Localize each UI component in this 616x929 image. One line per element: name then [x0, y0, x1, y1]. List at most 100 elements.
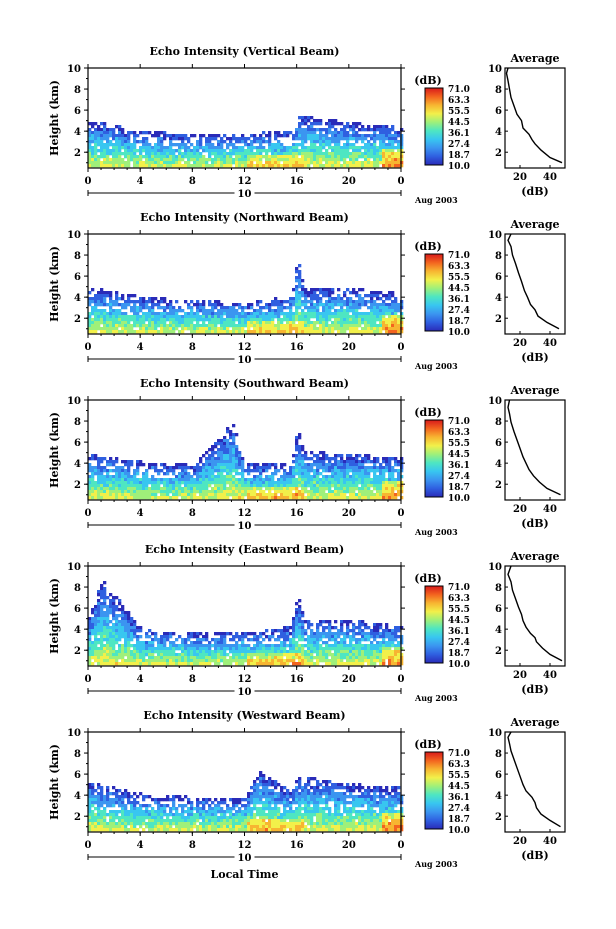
colorbar-tick-label: 71.0	[448, 749, 470, 759]
x-tick-label: 20	[342, 342, 356, 353]
average-profile-line	[507, 731, 561, 828]
panel-1: Echo Intensity (Northward Beam) 10 8 6 4 2 Hei…	[48, 211, 566, 371]
x-tick-label: 8	[189, 176, 196, 187]
y-tick-label: 4	[74, 459, 81, 470]
y-axis-label: Height (km)	[48, 246, 61, 322]
y-axis-label: Height (km)	[48, 412, 61, 488]
x-tick-label: 0	[85, 342, 92, 353]
x-tick-label: 8	[189, 342, 196, 353]
x-tick-label: 0	[398, 674, 405, 685]
average-x-tick-label: 40	[543, 172, 557, 183]
average-profile: Average 10 8 6 4 2 20 40 (dB)	[488, 716, 566, 862]
average-y-tick-label: 10	[488, 728, 502, 739]
y-tick-label: 10	[67, 230, 81, 241]
average-y-tick-label: 8	[495, 417, 502, 428]
y-tick-label: 4	[74, 625, 81, 636]
colorbar-tick-label: 27.4	[448, 140, 470, 150]
colorbar-tick-label: 44.5	[448, 782, 470, 792]
colorbar-tick-label: 27.4	[448, 472, 470, 482]
day-label: 10	[238, 853, 252, 864]
colorbar-tick-label: 36.1	[448, 793, 470, 803]
x-tick-label: 20	[342, 508, 356, 519]
panel-2: Echo Intensity (Southward Beam) 10 8 6 4 2 Hei…	[48, 377, 566, 537]
panels-root: Echo Intensity (Vertical Beam) 10 8 6 4 2 Heig…	[48, 45, 566, 881]
y-axis-label: Height (km)	[48, 744, 61, 820]
average-y-tick-label: 4	[495, 127, 502, 138]
average-profile-line	[507, 565, 563, 662]
average-profile-line	[507, 399, 561, 496]
average-profile-line	[507, 233, 560, 330]
x-tick-label: 16	[290, 840, 304, 851]
date-label: Aug 2003	[414, 859, 458, 869]
average-x-label: (dB)	[521, 351, 548, 364]
x-tick-label: 0	[85, 840, 92, 851]
x-tick-label: 4	[137, 508, 144, 519]
x-tick-label: 12	[238, 840, 252, 851]
average-y-tick-label: 2	[495, 314, 502, 325]
average-y-tick-label: 6	[495, 604, 502, 615]
average-y-tick-label: 4	[495, 293, 502, 304]
panel-title: Echo Intensity (Southward Beam)	[140, 377, 349, 390]
y-tick-label: 10	[67, 728, 81, 739]
panel-title: Echo Intensity (Vertical Beam)	[149, 45, 339, 58]
colorbar-tick-label: 10.0	[448, 826, 470, 836]
y-tick-label: 2	[74, 480, 81, 491]
x-tick-label: 0	[85, 176, 92, 187]
panel-title: Echo Intensity (Westward Beam)	[143, 709, 345, 722]
colorbar-tick-label: 63.3	[448, 428, 470, 438]
colorbar	[424, 87, 444, 166]
colorbar-tick-label: 18.7	[448, 151, 470, 161]
average-x-tick-label: 20	[513, 504, 527, 515]
average-title: Average	[509, 550, 559, 563]
colorbar-tick-label: 71.0	[448, 85, 470, 95]
colorbar-tick-label: 44.5	[448, 450, 470, 460]
y-tick-label: 6	[74, 770, 81, 781]
average-y-tick-label: 6	[495, 770, 502, 781]
date-label: Aug 2003	[414, 195, 458, 205]
x-tick-label: 12	[238, 508, 252, 519]
average-y-tick-label: 4	[495, 625, 502, 636]
y-tick-label: 6	[74, 438, 81, 449]
y-tick-label: 8	[74, 749, 81, 760]
echo-heatmap	[88, 264, 404, 334]
x-tick-label: 12	[238, 176, 252, 187]
colorbar-tick-label: 63.3	[448, 760, 470, 770]
y-tick-label: 2	[74, 314, 81, 325]
echo-heatmap	[88, 424, 404, 500]
average-title: Average	[509, 384, 559, 397]
average-profile-line	[505, 67, 563, 164]
x-tick-label: 12	[238, 674, 252, 685]
colorbar	[424, 585, 444, 664]
average-x-tick-label: 40	[543, 504, 557, 515]
x-tick-label: 0	[398, 342, 405, 353]
x-tick-label: 0	[398, 508, 405, 519]
x-tick-label: 0	[85, 508, 92, 519]
colorbar-tick-label: 27.4	[448, 804, 470, 814]
colorbar-tick-label: 10.0	[448, 328, 470, 338]
colorbar-unit: (dB)	[414, 738, 441, 751]
x-tick-label: 16	[290, 342, 304, 353]
x-tick-label: 12	[238, 342, 252, 353]
colorbar-tick-label: 36.1	[448, 627, 470, 637]
day-label: 10	[238, 355, 252, 366]
average-profile: Average 10 8 6 4 2 20 40 (dB)	[488, 52, 566, 198]
y-tick-label: 4	[74, 293, 81, 304]
colorbar-tick-label: 10.0	[448, 660, 470, 670]
average-x-label: (dB)	[521, 517, 548, 530]
x-tick-label: 20	[342, 674, 356, 685]
x-tick-label: 20	[342, 176, 356, 187]
y-axis-label: Height (km)	[48, 80, 61, 156]
average-x-tick-label: 20	[513, 172, 527, 183]
average-title: Average	[509, 52, 559, 65]
x-tick-label: 4	[137, 674, 144, 685]
colorbar-tick-label: 63.3	[448, 594, 470, 604]
colorbar-unit: (dB)	[414, 74, 441, 87]
date-label: Aug 2003	[414, 693, 458, 703]
colorbar-tick-label: 18.7	[448, 317, 470, 327]
x-tick-label: 16	[290, 508, 304, 519]
average-y-tick-label: 6	[495, 438, 502, 449]
average-x-label: (dB)	[521, 683, 548, 696]
colorbar-tick-label: 10.0	[448, 494, 470, 504]
average-y-tick-label: 8	[495, 583, 502, 594]
